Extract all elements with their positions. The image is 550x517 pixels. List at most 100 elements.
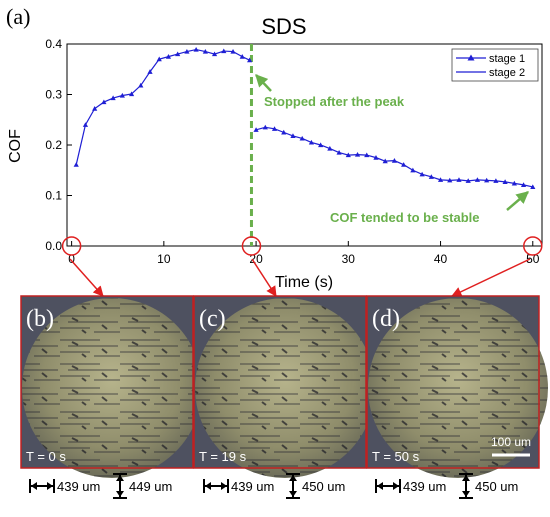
x-tick-label: 0 [68,252,75,266]
micrograph-panel-d: (d) T = 50 s 100 um [366,295,548,478]
data-point-stage-1 [119,92,125,98]
y-tick-label: 0.4 [45,37,62,51]
x-tick-label: 10 [157,252,171,266]
width-value-c: 439 um [231,479,274,494]
legend-box [451,48,539,82]
data-point-stage-2 [262,124,268,130]
annotation-arrow-stable [506,191,529,211]
annotation-arrow-peak [255,74,272,92]
time-markers [61,236,543,256]
x-tick-label: 30 [342,252,356,266]
height-value-b: 449 um [129,479,172,494]
series-layer [73,46,536,189]
micrograph-panel-b: (b) T = 0 s [20,295,202,478]
panel-b-scratch-texture [22,298,202,478]
panel-d-time-label: T = 50 s [372,449,420,464]
data-point-stage-2 [428,174,434,179]
data-point-stage-1 [202,48,208,54]
height-arrow-icon [459,473,473,499]
data-point-stage-1 [230,48,236,54]
height-value-c: 450 um [302,479,345,494]
data-point-stage-1 [138,82,144,88]
data-point-stage-2 [484,177,490,183]
arrow-to-panel-b [69,258,104,297]
legend-label-stage-2: stage 2 [489,67,525,79]
x-axis-ticks: 0 10 20 30 40 50 [68,241,540,266]
data-point-stage-1 [211,51,218,57]
data-point-stage-2 [401,162,407,167]
data-point-stage-2 [447,177,453,183]
time-marker-circle [523,236,543,256]
x-axis-label: Time (s) [275,274,333,291]
data-point-stage-2 [511,180,517,186]
time-marker-circle [241,236,262,256]
data-point-stage-1 [73,162,79,167]
width-arrow-icon [29,479,55,493]
data-point-stage-2 [410,167,416,173]
data-point-stage-2 [327,145,333,151]
data-point-stage-2 [281,129,287,135]
data-point-stage-2 [364,152,370,158]
data-point-stage-2 [502,179,508,184]
data-point-stage-2 [290,133,296,138]
panel-d-label: (d) [372,306,400,332]
height-arrow-icon [286,473,300,499]
height-value-d: 450 um [475,479,518,494]
panel-d-scratch-texture [368,298,548,478]
data-point-stage-2 [437,177,444,182]
legend-label-stage-1: stage 1 [489,53,525,65]
y-tick-label: 0.0 [45,239,62,253]
scale-bar-label: 100 um [491,435,531,449]
panel-a-label: (a) [6,4,30,29]
legend-item-stage-1: stage 1 [456,53,525,65]
data-point-stage-2 [373,155,379,160]
panel-b-label: (b) [26,306,54,332]
panel-c-scratch-texture [195,298,375,478]
annotation-stopped-after-peak: Stopped after the peak [264,94,405,109]
data-point-stage-2 [354,151,361,157]
x-tick-label: 50 [526,252,540,266]
series-line-stage-1 [75,48,250,165]
data-point-stage-2 [336,149,342,155]
legend-item-stage-2: stage 2 [456,67,525,79]
panel-b-border [20,295,194,469]
data-point-stage-1 [156,56,162,62]
width-value-d: 439 um [403,479,446,494]
data-point-stage-2 [474,177,481,182]
annotation-cof-stable: COF tended to be stable [330,210,480,225]
panel-d-border [366,295,540,469]
data-point-stage-2 [465,178,471,183]
legend: stage 1 stage 2 [451,48,539,82]
panel-c-border [193,295,367,469]
data-point-stage-2 [271,126,278,131]
data-point-stage-1 [175,51,181,57]
panel-b-time-label: T = 0 s [26,449,66,464]
time-marker-circle [61,236,82,256]
data-point-stage-1 [193,46,199,52]
chart-title: SDS [261,14,306,39]
data-point-stage-2 [493,178,499,183]
dimensions-panel-d: 439 um 450 um [375,473,518,499]
data-point-stage-2 [456,177,462,182]
data-point-stage-2 [345,152,351,158]
height-arrow-icon [113,473,127,499]
dimensions-panel-c: 439 um 450 um [203,473,345,499]
series-line-stage-2 [255,126,533,188]
data-point-stage-2 [419,171,425,177]
arrow-to-panel-c [251,258,277,297]
y-tick-label: 0.1 [45,189,62,203]
cof-chart: SDS 0.00.10.20.30.4 0 10 20 30 40 50 COF Time… [7,14,543,291]
data-point-stage-1 [128,91,135,97]
x-tick-label: 40 [434,252,448,266]
data-point-stage-1 [101,99,107,105]
width-value-b: 439 um [57,479,100,494]
data-point-stage-1 [247,57,253,63]
data-point-stage-2 [253,127,259,132]
micrograph-panel-c: (c) T = 19 s [193,295,375,478]
data-point-stage-2 [308,139,315,145]
data-point-stage-2 [318,142,324,148]
y-axis-ticks: 0.0 0.1 0.2 0.3 0.4 [45,37,72,253]
panel-c-time-label: T = 19 s [199,449,247,464]
data-point-stage-1 [184,48,190,54]
